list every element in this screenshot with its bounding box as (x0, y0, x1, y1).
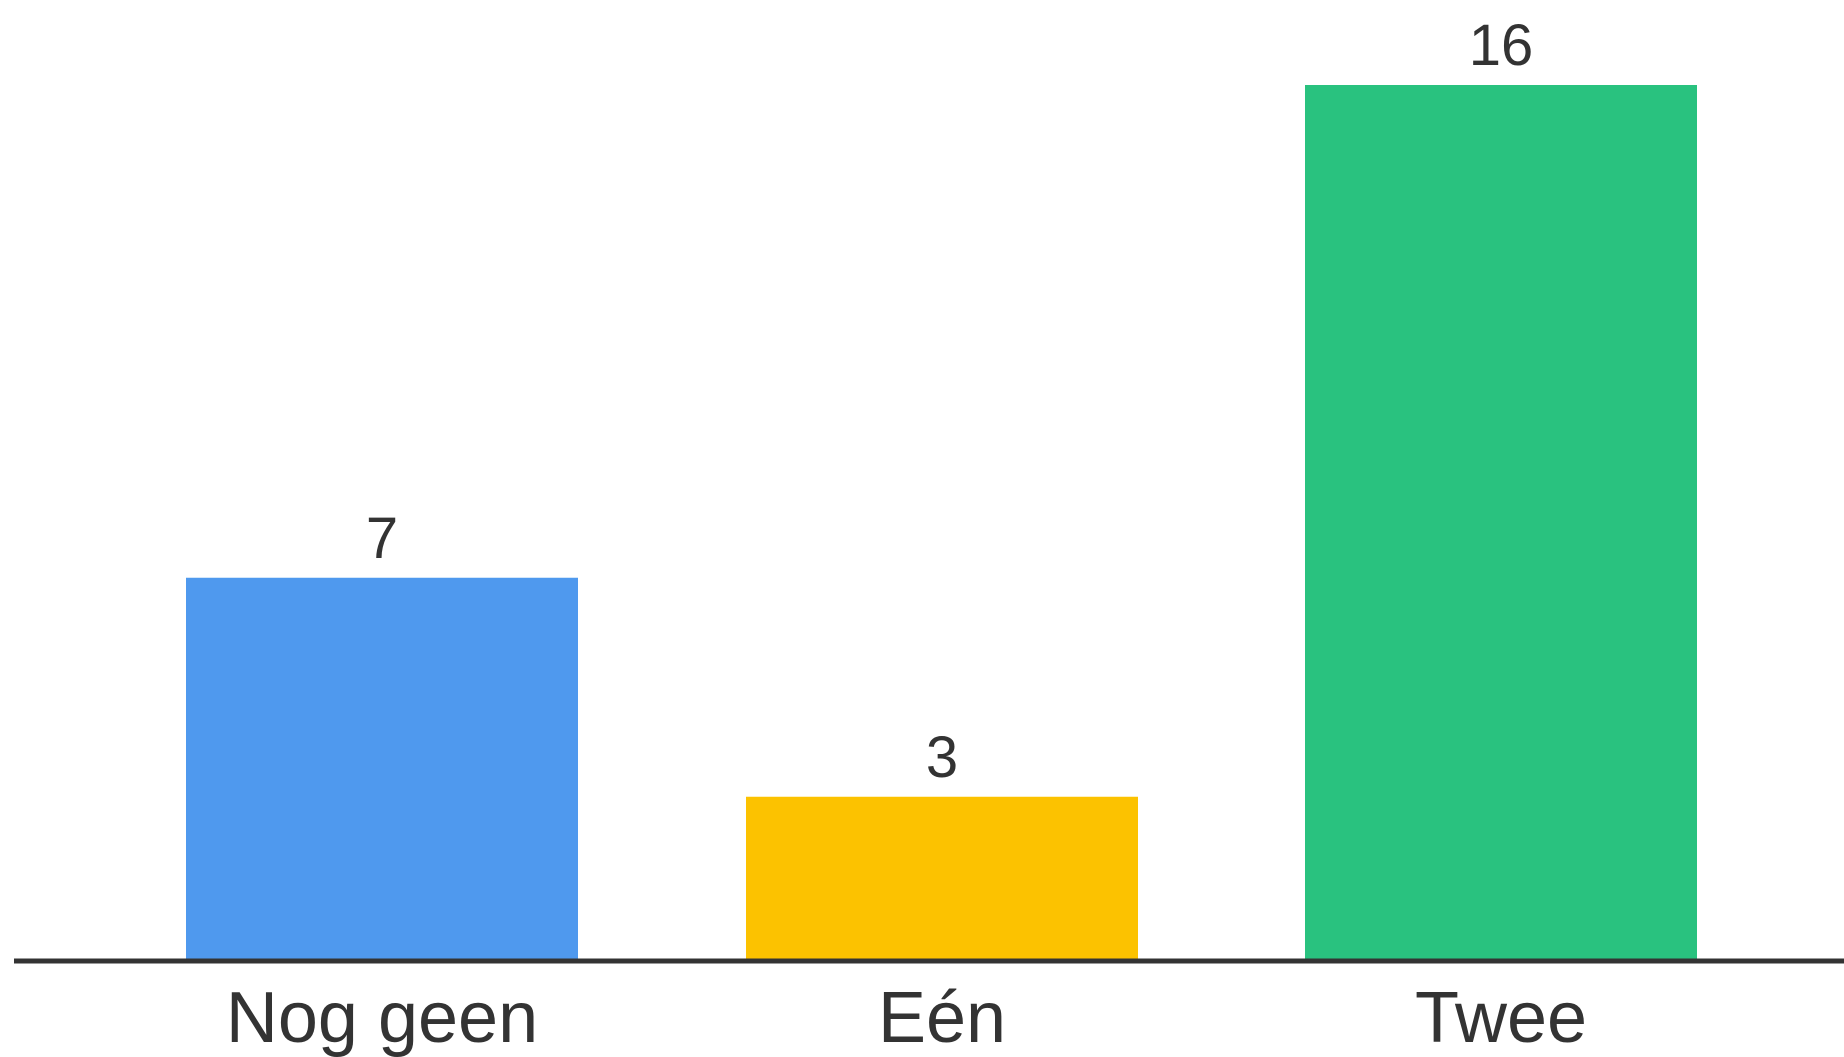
bar-value-label-2: 16 (1469, 13, 1534, 78)
category-label-0: Nog geen (226, 978, 538, 1057)
category-label-2: Twee (1415, 978, 1587, 1057)
bar-0 (186, 577, 578, 961)
bar-1 (746, 796, 1138, 961)
bars (186, 85, 1697, 961)
bar-value-label-1: 3 (926, 725, 958, 790)
category-label-1: Eén (878, 978, 1006, 1057)
value-labels: 7 3 16 (366, 13, 1533, 790)
bar-2 (1305, 85, 1697, 961)
category-labels: Nog geen Eén Twee (226, 978, 1587, 1057)
bar-value-label-0: 7 (366, 506, 398, 571)
